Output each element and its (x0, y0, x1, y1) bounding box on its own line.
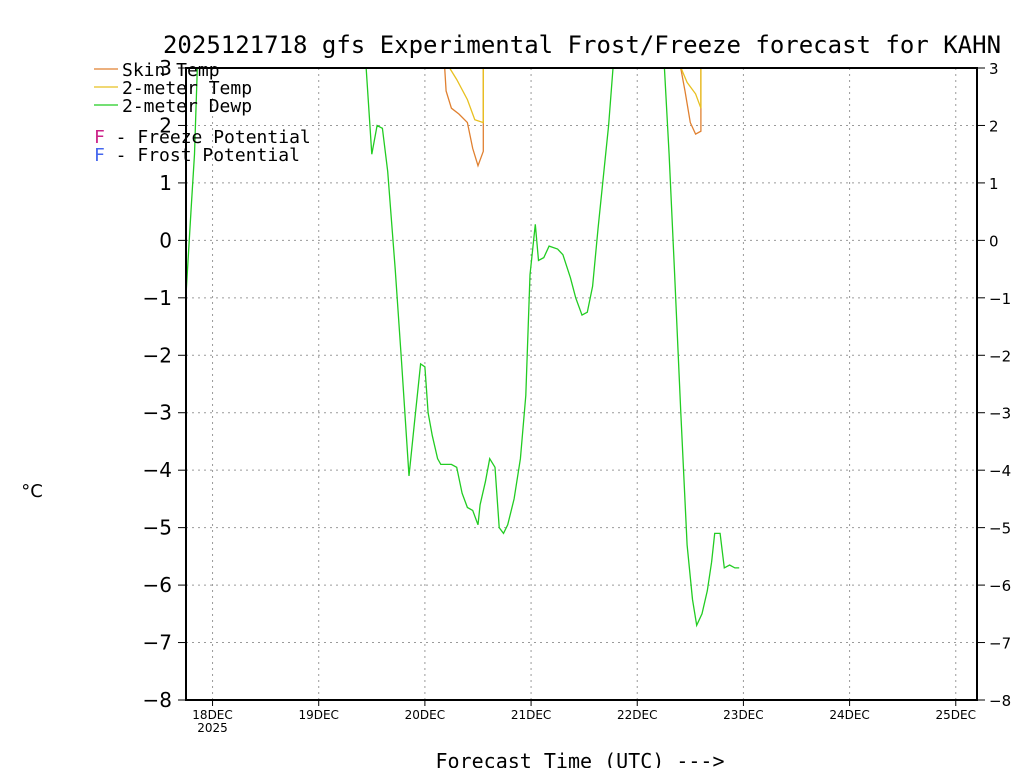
series-line-2-meter-dewp (186, 68, 740, 628)
chart-title: 2025121718 gfs Experimental Frost/Freeze… (163, 31, 1001, 59)
y-tick-label-left: −2 (143, 343, 172, 367)
x-tick-label: 22DEC (617, 708, 657, 722)
legend-entry-label: Skin Temp (122, 60, 220, 81)
legend-note-text: - Frost Potential (105, 145, 300, 166)
y-tick-label-left: −4 (143, 458, 172, 482)
y-tick-label-right: −3 (989, 405, 1011, 423)
legend-entry-label: 2-meter Dewp (122, 96, 252, 117)
y-tick-label-right: −2 (989, 347, 1011, 365)
legend-note: F - Frost Potential (94, 145, 300, 166)
x-tick-year-label: 2025 (197, 721, 228, 735)
x-tick-label: 18DEC (192, 708, 232, 722)
y-axis-label: °C (21, 481, 43, 502)
x-axis-label: Forecast Time (UTC) ---> (436, 749, 725, 768)
y-tick-label-left: −3 (143, 401, 172, 425)
x-tick-label: 25DEC (936, 708, 976, 722)
y-tick-label-right: 2 (989, 117, 999, 135)
y-tick-label-left: −8 (143, 688, 172, 712)
y-tick-label-right: −5 (989, 520, 1011, 538)
y-tick-label-left: 3 (159, 56, 172, 80)
y-tick-label-right: 1 (989, 175, 999, 193)
x-tick-label: 24DEC (829, 708, 869, 722)
y-tick-label-left: 0 (159, 228, 172, 252)
y-tick-label-right: −4 (989, 462, 1011, 480)
legend-note-letter: F (94, 145, 105, 166)
y-tick-label-left: 2 (159, 113, 172, 137)
x-tick-label: 20DEC (405, 708, 445, 722)
x-tick-label: 19DEC (298, 708, 338, 722)
axis-ticks: −8 −8 −7 −7 −6 −6 −5 −5 −4 −4 −3 −3 −2 −2 −1 −1 0 0 1 1 2 2 3 3… (143, 56, 1012, 735)
y-tick-label-left: −1 (143, 286, 172, 310)
x-tick-label: 23DEC (723, 708, 763, 722)
y-tick-label-right: −6 (989, 577, 1011, 595)
y-tick-label-left: −6 (143, 573, 172, 597)
y-tick-label-left: −7 (143, 631, 172, 655)
legend-note: F - Freeze Potential (94, 127, 311, 148)
y-tick-label-right: 3 (989, 60, 999, 78)
x-tick-label: 21DEC (511, 708, 551, 722)
legend-note-letter: F (94, 127, 105, 148)
y-tick-label-left: 1 (159, 171, 172, 195)
legend-note-text: - Freeze Potential (105, 127, 311, 148)
series-lines (186, 68, 740, 628)
y-tick-label-left: −5 (143, 516, 172, 540)
y-tick-label-right: −1 (989, 290, 1011, 308)
series-line-2-meter-temp (448, 68, 702, 124)
plot-frame (185, 67, 978, 701)
legend-entry-label: 2-meter Temp (122, 78, 252, 99)
y-tick-label-right: −8 (989, 692, 1011, 710)
y-tick-label-right: 0 (989, 232, 999, 250)
y-tick-label-right: −7 (989, 635, 1011, 653)
